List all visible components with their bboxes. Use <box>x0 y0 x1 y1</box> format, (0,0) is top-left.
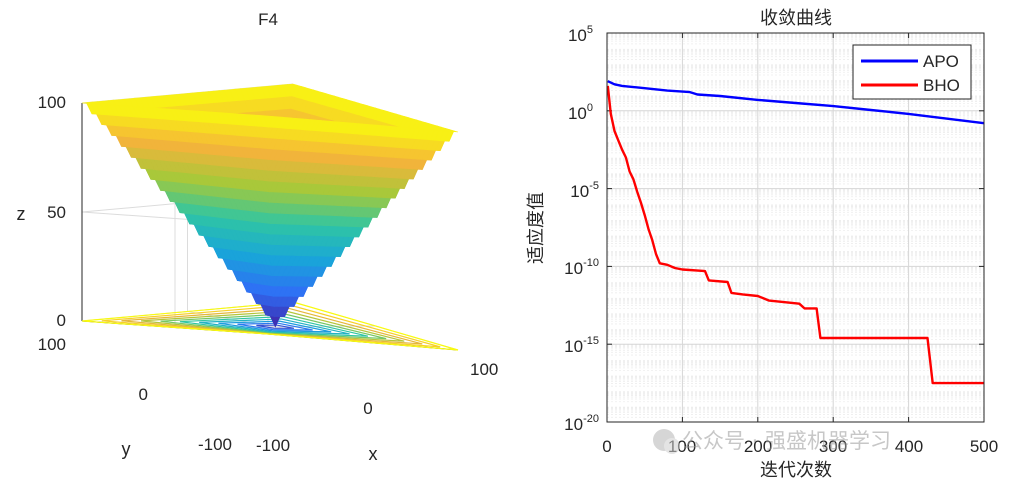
x-tick-0: 0 <box>602 437 611 456</box>
legend-label-apo: APO <box>923 52 959 71</box>
watermark: 公众号 · 强盛机器学习 <box>653 429 891 454</box>
legend-label-bho: BHO <box>923 76 960 95</box>
x-tick-100: 100 <box>668 437 696 456</box>
series-line-apo <box>607 80 985 125</box>
grid-lines <box>606 32 985 423</box>
y-axis-label: y <box>122 439 131 459</box>
y-tick-100: 100 <box>38 335 66 354</box>
x-axis-label: 迭代次数 <box>760 460 832 481</box>
x-tick-0: 0 <box>363 399 372 418</box>
z-tick-0: 0 <box>57 311 66 330</box>
x-tick-100: 100 <box>470 360 498 379</box>
plot-area <box>607 33 984 422</box>
x-tick-400: 400 <box>895 437 923 456</box>
y-tick-1e-10: 10-10 <box>564 257 599 278</box>
y-axis-label: 适应度值 <box>526 192 547 264</box>
y-tick-1e-15: 10-15 <box>564 335 599 356</box>
z-axis-label: z <box>17 204 26 224</box>
surface-plot-3d: F4 100 50 0 z 100 0 -100 y -100 0 100 x <box>17 10 499 464</box>
x-tick-500: 500 <box>970 437 998 456</box>
surface-title: F4 <box>258 10 278 29</box>
y-tick-neg100: -100 <box>198 435 232 454</box>
z-tick-50: 50 <box>47 203 66 222</box>
convergence-title: 收敛曲线 <box>760 8 832 29</box>
x-tick-300: 300 <box>819 437 847 456</box>
series-lines <box>606 80 985 385</box>
x-axis-label: x <box>369 444 378 464</box>
plot-frame <box>606 32 985 423</box>
y-tick-1e-20: 10-20 <box>564 413 599 434</box>
legend: APO BHO <box>852 44 972 100</box>
z-tick-100: 100 <box>38 93 66 112</box>
legend-box <box>852 44 972 100</box>
watermark-text: 公众号 · 强盛机器学习 <box>682 429 891 453</box>
x-tick-neg100: -100 <box>256 436 290 455</box>
y-tick-1e0: 100 <box>568 102 593 123</box>
surface-mesh <box>81 83 459 328</box>
x-tick-200: 200 <box>744 437 772 456</box>
y-tick-1e-5: 10-5 <box>570 180 599 201</box>
series-line-bho <box>606 85 984 385</box>
y-tick-0: 0 <box>139 385 148 404</box>
y-tick-1e5: 105 <box>568 24 593 45</box>
wechat-icon <box>653 429 675 451</box>
